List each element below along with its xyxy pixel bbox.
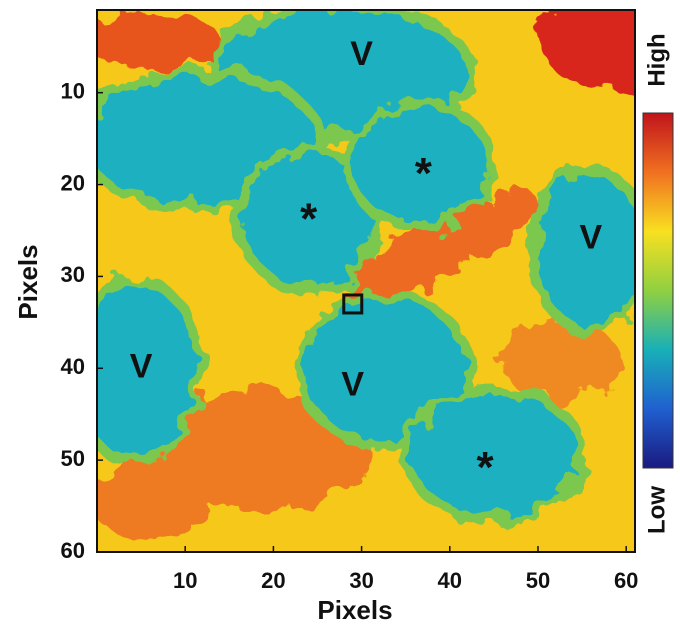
- y-tick-label: 10: [61, 78, 85, 103]
- annotation: V: [341, 366, 364, 404]
- annotation: *: [415, 149, 433, 198]
- annotation: V: [350, 35, 373, 73]
- y-axis-label: Pixels: [13, 244, 43, 319]
- x-tick-label: 30: [349, 568, 373, 593]
- y-tick-label: 50: [61, 446, 85, 471]
- x-tick-label: 40: [438, 568, 462, 593]
- y-tick-label: 30: [61, 262, 85, 287]
- x-tick-label: 60: [614, 568, 638, 593]
- heatmap-image: [70, 0, 680, 552]
- annotation: V: [130, 347, 153, 385]
- colorbar: [643, 113, 673, 468]
- colorbar-high-label: High: [643, 33, 670, 86]
- y-tick-label: 20: [61, 170, 85, 195]
- annotation: *: [477, 443, 495, 492]
- annotation: *: [300, 195, 318, 244]
- x-axis-label: Pixels: [317, 595, 392, 625]
- annotation: V: [580, 219, 603, 257]
- y-tick-label: 60: [61, 538, 85, 563]
- chart: High Low Pixels Pixels 10 20 30 40 50 60 10 20 3…: [0, 0, 680, 634]
- x-tick-label: 20: [261, 568, 285, 593]
- x-tick-label: 50: [526, 568, 550, 593]
- colorbar-low-label: Low: [643, 486, 670, 534]
- x-tick-label: 10: [173, 568, 197, 593]
- y-tick-label: 40: [61, 354, 85, 379]
